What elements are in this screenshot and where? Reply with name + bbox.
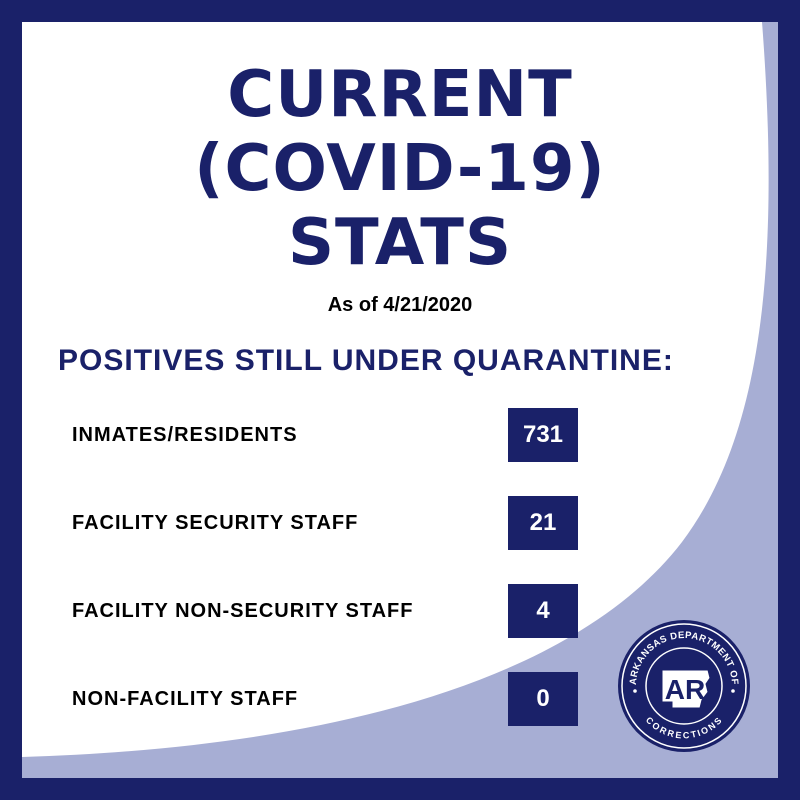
row-label-non-security-staff: FACILITY NON-SECURITY STAFF [72, 600, 414, 622]
adc-seal-logo: ARKANSAS DEPARTMENT OF CORRECTIONS AR [618, 620, 750, 752]
row-value-inmates: 731 [508, 408, 578, 462]
card: CURRENT (COVID-19) STATS As of 4/21/2020… [22, 22, 778, 778]
seal-monogram: AR [665, 674, 705, 705]
subtitle: POSITIVES STILL UNDER QUARANTINE: [58, 344, 674, 377]
row-label-non-facility-staff: NON-FACILITY STAFF [72, 688, 299, 710]
row-value-non-security-staff: 4 [508, 584, 578, 638]
row-value-security-staff: 21 [508, 496, 578, 550]
row-label-security-staff: FACILITY SECURITY STAFF [72, 512, 359, 534]
as-of-date: As of 4/21/2020 [327, 294, 473, 316]
row-label-inmates: INMATES/RESIDENTS [72, 424, 298, 446]
title-line-3: STATS [287, 206, 513, 280]
title-line-1: CURRENT [227, 58, 573, 132]
title-line-2: (COVID-19) [194, 132, 606, 206]
row-value-non-facility-staff: 0 [508, 672, 578, 726]
